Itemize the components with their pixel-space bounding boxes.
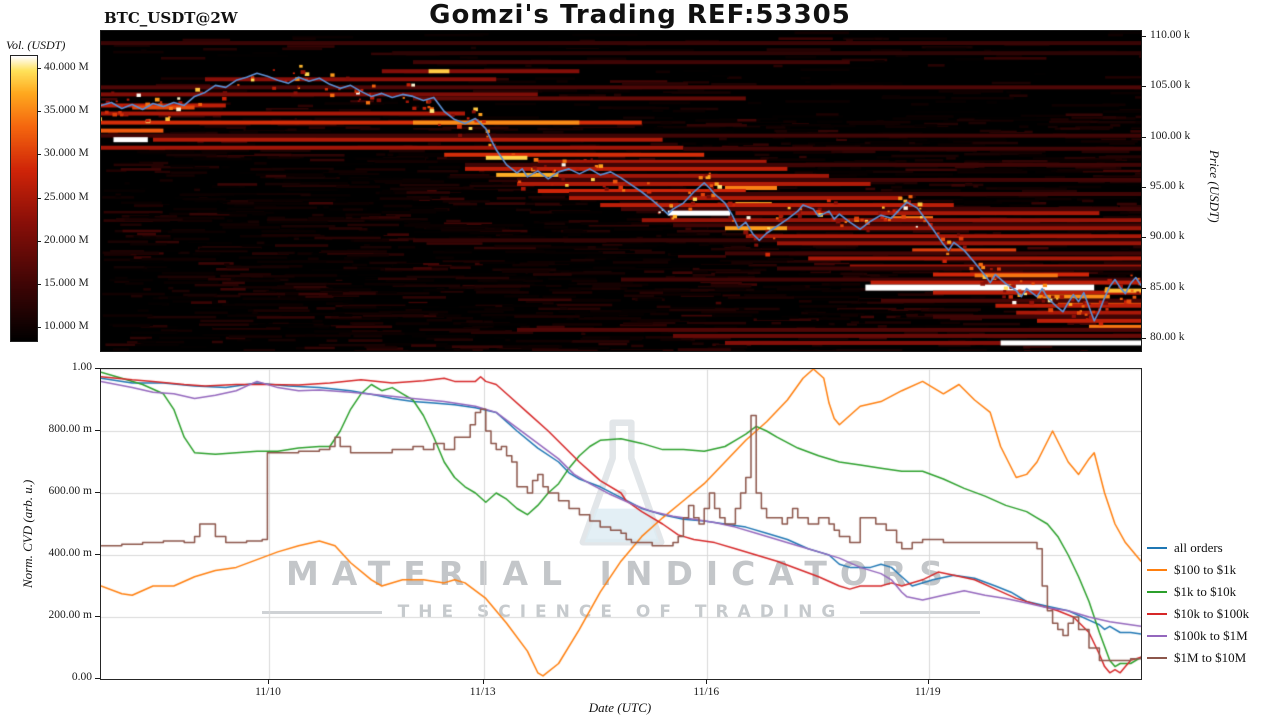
legend-item: $100 to $1k — [1147, 559, 1249, 581]
legend-label: $100 to $1k — [1174, 562, 1237, 577]
legend-label: $1k to $10k — [1174, 584, 1237, 599]
legend-line-marker — [1147, 634, 1167, 638]
colorbar-tick-label: 10.000 M — [44, 320, 89, 332]
legend-item: all orders — [1147, 537, 1249, 559]
colorbar-tick-mark — [37, 240, 41, 242]
cvd-ytick-label: 0.00 — [71, 671, 92, 683]
legend-label: all orders — [1174, 540, 1223, 555]
legend-label: $100k to $1M — [1174, 628, 1248, 643]
legend-label: $10k to $100k — [1174, 606, 1250, 621]
symbol-label: BTC_USDT@2W — [104, 9, 238, 27]
cvd-ytick-mark — [95, 554, 100, 555]
cvd-ytick-label: 400.00 m — [48, 547, 92, 559]
cvd-ytick-mark — [95, 678, 100, 679]
date-axis-label: Date (UTC) — [588, 700, 652, 715]
price-tick-label: 85.00 k — [1150, 280, 1185, 293]
colorbar-tick-label: 20.000 M — [44, 233, 89, 246]
cvd-ytick-label: 600.00 m — [48, 485, 92, 497]
cvd-ytick-mark — [95, 368, 100, 369]
colorbar-tick-mark — [37, 327, 41, 328]
colorbar-tick-mark — [37, 197, 41, 199]
colorbar-tick-label: 30.000 M — [44, 147, 89, 160]
legend-line-marker — [1147, 656, 1167, 660]
price-tick-mark — [1141, 287, 1146, 289]
price-tick-mark — [1141, 337, 1146, 339]
legend-line-marker — [1147, 568, 1167, 572]
legend-label: $1M to $10M — [1174, 650, 1247, 665]
colorbar-tick-label: 25.000 M — [44, 190, 89, 203]
price-tick-mark — [1141, 237, 1146, 239]
cvd-xtick-label: 11/10 — [255, 686, 281, 698]
cvd-canvas — [101, 369, 1141, 679]
cvd-ytick-label: 200.00 m — [48, 609, 92, 621]
colorbar-tick-mark — [37, 68, 41, 69]
legend-item: $100k to $1M — [1147, 625, 1249, 647]
price-tick-label: 90.00 k — [1150, 230, 1185, 243]
colorbar-title: Vol. (USDT) — [6, 38, 66, 52]
price-tick-label: 80.00 k — [1150, 330, 1185, 343]
price-tick-mark — [1141, 136, 1146, 138]
cvd-y-axis-label: Norm. CVD (arb. u.) — [20, 479, 35, 588]
cvd-xtick-label: 11/13 — [469, 686, 496, 698]
cvd-xtick-label: 11/16 — [693, 686, 720, 698]
colorbar-tick-mark — [37, 111, 41, 113]
cvd-panel: MATERIAL INDICATORS THE SCIENCE OF TRADI… — [100, 368, 1142, 680]
legend-line-marker — [1147, 612, 1167, 616]
price-tick-label: 95.00 k — [1150, 180, 1185, 192]
price-tick-mark — [1141, 36, 1146, 37]
cvd-ytick-label: 800.00 m — [48, 423, 92, 435]
cvd-xtick-mark — [268, 679, 269, 684]
cvd-xtick-label: 11/19 — [914, 686, 941, 698]
legend: all orders $100 to $1k $1k to $10k $10k to … — [1147, 537, 1249, 669]
colorbar — [10, 55, 38, 342]
price-tick-label: 105.00 k — [1150, 79, 1191, 92]
legend-item: $1k to $10k — [1147, 581, 1249, 603]
cvd-ytick-mark — [95, 430, 100, 431]
colorbar-tick-label: 40.000 M — [44, 61, 89, 73]
colorbar-tick-label: 35.000 M — [44, 104, 89, 117]
cvd-ytick-mark — [95, 492, 100, 493]
cvd-xtick-mark — [927, 679, 929, 684]
cvd-ytick-mark — [95, 616, 100, 617]
cvd-ytick-label: 1.00 — [71, 361, 92, 373]
price-tick-label: 110.00 k — [1150, 29, 1190, 41]
price-tick-mark — [1141, 187, 1146, 188]
price-tick-mark — [1141, 86, 1146, 88]
legend-line-marker — [1147, 546, 1167, 550]
page-title: Gomzi's Trading REF:53305 — [429, 0, 851, 30]
price-tick-label: 100.00 k — [1150, 129, 1191, 142]
legend-item: $10k to $100k — [1147, 603, 1249, 625]
heatmap-canvas — [100, 30, 1142, 352]
colorbar-tick-mark — [37, 154, 41, 156]
colorbar-tick-label: 15.000 M — [44, 276, 89, 289]
cvd-xtick-mark — [706, 679, 708, 684]
price-axis-label: Price (USDT) — [1207, 150, 1222, 223]
legend-line-marker — [1147, 590, 1167, 594]
colorbar-tick-mark — [37, 283, 41, 285]
legend-item: $1M to $10M — [1147, 647, 1249, 669]
cvd-xtick-mark — [482, 679, 484, 684]
